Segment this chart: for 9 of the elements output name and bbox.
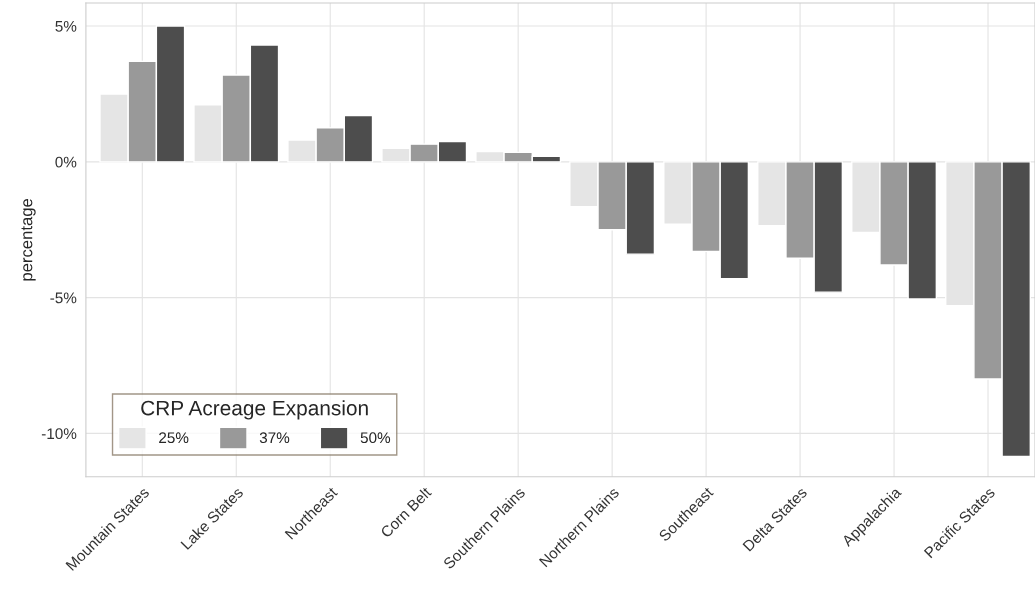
legend-label: 25% [159, 432, 189, 444]
y-tick-label: 5% [55, 20, 77, 32]
legend-label: 50% [360, 432, 391, 444]
legend-label: 37% [259, 432, 290, 444]
y-tick-label: -5% [50, 292, 77, 304]
y-tick-label: 0% [55, 156, 77, 168]
legend-title: CRP Acreage Expansion [141, 400, 368, 420]
y-axis-title: percentage [21, 198, 36, 281]
y-tick-label: -10% [41, 428, 77, 440]
